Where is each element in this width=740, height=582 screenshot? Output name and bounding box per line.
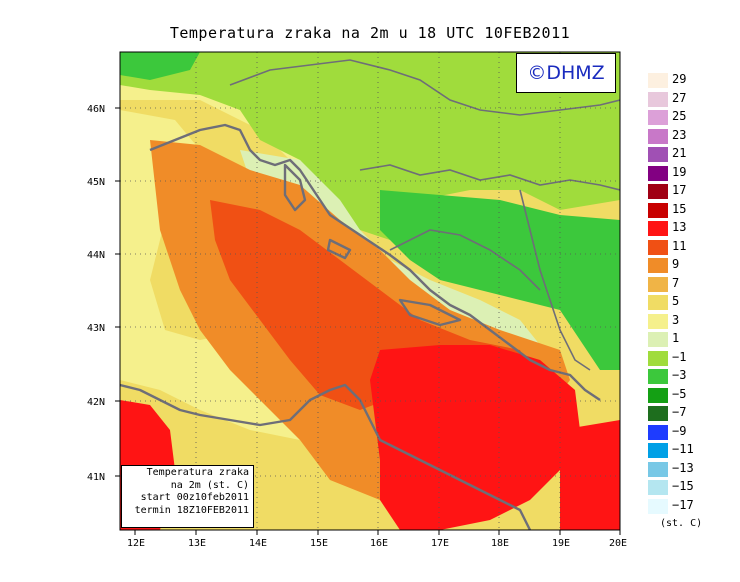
legend-label: −3	[672, 368, 687, 382]
y-tick-44N: 44N	[87, 250, 105, 261]
legend-label: 11	[672, 238, 687, 253]
x-tick-12E: 12E	[127, 538, 145, 549]
legend-swatch	[648, 350, 668, 366]
legend-swatch	[648, 276, 668, 292]
x-tick-16E: 16E	[370, 538, 388, 549]
legend-swatch	[648, 295, 668, 310]
region-red-south	[560, 420, 620, 530]
legend-swatch	[648, 406, 668, 421]
x-tick-20E: 20E	[609, 538, 627, 549]
chart-title: Temperatura zraka na 2m u 18 UTC 10FEB20…	[169, 24, 571, 42]
y-tick-41N: 41N	[87, 472, 105, 483]
legend-label: −1	[672, 349, 687, 364]
lat-lon-grid	[120, 52, 620, 530]
x-tick-17E: 17E	[431, 538, 449, 549]
legend-swatch	[648, 313, 668, 329]
x-tick-18E: 18E	[491, 538, 509, 549]
legend-swatch	[648, 369, 668, 384]
legend-swatch	[648, 147, 668, 162]
legend-label: −5	[672, 386, 687, 401]
axis-ticks	[115, 107, 621, 535]
dhmz-copyright-badge: ©DHMZ	[516, 53, 616, 93]
legend-swatch	[648, 424, 668, 440]
legend-swatch	[648, 91, 668, 107]
legend-label: 7	[672, 275, 680, 290]
legend-label: −11	[672, 442, 694, 456]
legend-label: −17	[672, 497, 694, 512]
region-green	[380, 190, 620, 370]
x-tick-labels: 12E 13E 14E 15E 16E 17E 18E 19E 20E	[127, 538, 627, 549]
legend-swatch	[648, 258, 668, 273]
x-tick-15E: 15E	[310, 538, 328, 549]
legend-label: 5	[672, 294, 680, 308]
legend-label: 25	[672, 109, 687, 123]
info-line-3: start 00z10feb2011	[140, 492, 249, 503]
y-tick-42N: 42N	[87, 397, 105, 408]
y-tick-46N: 46N	[87, 104, 105, 115]
info-box: Temperatura zraka na 2m (st. C) start 00…	[121, 465, 254, 528]
legend-label: 15	[672, 201, 687, 216]
coastlines	[120, 123, 601, 530]
legend-label: −9	[672, 423, 687, 438]
map-frame	[119, 51, 621, 531]
legend-swatch	[648, 221, 668, 236]
legend-swatch	[648, 128, 668, 144]
legend-swatch	[648, 480, 668, 495]
legend-label: 21	[672, 146, 687, 160]
legend-label: 17	[672, 183, 687, 197]
info-line-2: na 2m (st. C)	[170, 479, 249, 491]
y-tick-labels: 46N 45N 44N 43N 42N 41N	[87, 104, 105, 483]
legend-swatch	[648, 332, 668, 347]
legend-swatch	[648, 73, 668, 88]
legend-swatch	[648, 202, 668, 218]
legend-label: −15	[672, 479, 694, 493]
legend-label: 29	[672, 72, 687, 86]
y-tick-43N: 43N	[87, 323, 105, 334]
legend-unit: (st. C)	[660, 518, 703, 529]
info-line-1: Temperatura zraka	[146, 467, 249, 478]
legend-label: 1	[672, 331, 680, 345]
legend-swatch	[648, 110, 668, 125]
legend-swatch	[648, 184, 668, 199]
legend-label: 23	[672, 127, 687, 142]
legend-swatch	[648, 498, 668, 514]
y-tick-45N: 45N	[87, 177, 105, 188]
x-tick-19E: 19E	[552, 538, 570, 549]
x-tick-14E: 14E	[249, 538, 267, 549]
legend-label: 13	[672, 220, 687, 234]
legend-swatch	[648, 387, 668, 403]
region-green-north	[120, 52, 200, 80]
legend-swatch	[648, 165, 668, 181]
legend-label: 19	[672, 164, 687, 179]
country-borders	[229, 59, 620, 371]
info-line-4: termin 18Z10FEB2011	[134, 504, 249, 516]
legend-label: −13	[672, 460, 694, 475]
x-tick-13E: 13E	[188, 538, 206, 549]
legend-label: −7	[672, 405, 687, 419]
legend-label: 9	[672, 257, 680, 271]
legend-swatch	[648, 239, 668, 255]
region-lightgreen	[120, 52, 620, 240]
legend-label: 3	[672, 312, 680, 327]
region-red-east	[370, 345, 580, 530]
legend-swatch	[648, 461, 668, 477]
legend-swatch	[648, 443, 668, 458]
legend-label: 27	[672, 90, 687, 105]
